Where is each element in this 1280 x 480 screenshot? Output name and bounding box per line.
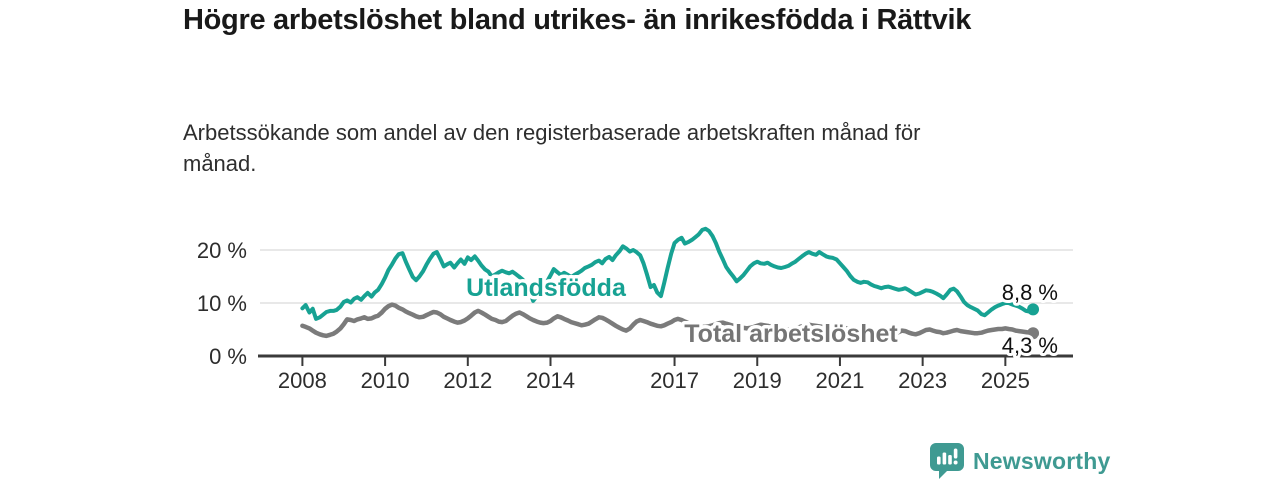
series-line-utlandsfodda (300, 226, 1036, 321)
brand-name: Newsworthy (973, 447, 1111, 474)
end-dot-total (1027, 327, 1040, 340)
x-tick-label: 2012 (443, 368, 492, 393)
series-label-utlandsfodda: Utlandsfödda (466, 274, 627, 302)
x-tick-label: 2023 (898, 368, 947, 393)
y-tick-label: 10 % (197, 291, 247, 316)
x-tick-label: 2014 (526, 368, 575, 393)
end-dot-utlandsfodda (1027, 303, 1040, 316)
x-tick-label: 2019 (733, 368, 782, 393)
x-tick-label: 2017 (650, 368, 699, 393)
end-value-label-total: 4,3 % (1002, 333, 1058, 358)
chart-title: Högre arbetslöshet bland utrikes- än inr… (183, 4, 972, 36)
y-tick-label: 0 % (209, 344, 247, 369)
x-tick-label: 2008 (278, 368, 327, 393)
brand-footer: Newsworthy (930, 443, 1111, 479)
series-line-total (300, 302, 1036, 339)
newsworthy-chart-bubble-icon (930, 443, 964, 479)
y-tick-label: 20 % (197, 238, 247, 263)
x-tick-label: 2021 (815, 368, 864, 393)
series-label-total: Total arbetslöshet (684, 320, 898, 348)
x-tick-label: 2025 (981, 368, 1030, 393)
x-tick-label: 2010 (361, 368, 410, 393)
chart-subtitle: Arbetssökande som andel av den registerb… (183, 120, 921, 176)
end-value-label-utlandsfodda: 8,8 % (1002, 280, 1058, 305)
